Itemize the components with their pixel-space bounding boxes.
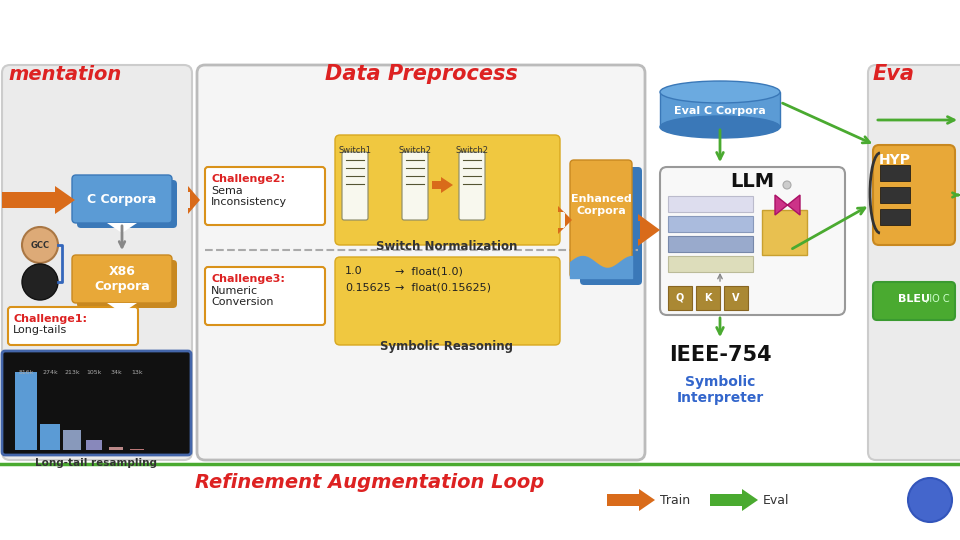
Text: GCC: GCC bbox=[31, 240, 50, 249]
Ellipse shape bbox=[660, 116, 780, 138]
Text: Challenge2:: Challenge2: bbox=[211, 174, 285, 184]
Text: Numeric: Numeric bbox=[211, 286, 258, 296]
Polygon shape bbox=[432, 177, 453, 193]
Bar bbox=[63, 430, 81, 450]
Text: 213k: 213k bbox=[64, 370, 80, 375]
Circle shape bbox=[783, 181, 791, 189]
Polygon shape bbox=[775, 195, 800, 215]
Text: Eva: Eva bbox=[873, 64, 915, 84]
Bar bbox=[668, 216, 753, 232]
Bar bbox=[40, 424, 60, 450]
FancyBboxPatch shape bbox=[580, 167, 642, 285]
Text: Switch1: Switch1 bbox=[339, 146, 372, 155]
FancyBboxPatch shape bbox=[873, 145, 955, 245]
FancyBboxPatch shape bbox=[8, 307, 138, 345]
Text: Switch2: Switch2 bbox=[455, 146, 489, 155]
Polygon shape bbox=[607, 489, 655, 511]
Text: X86
Corpora: X86 Corpora bbox=[94, 265, 150, 293]
Text: K: K bbox=[705, 293, 711, 303]
Text: Train: Train bbox=[660, 494, 690, 507]
Bar bbox=[86, 440, 102, 450]
FancyBboxPatch shape bbox=[342, 152, 368, 220]
Polygon shape bbox=[710, 489, 758, 511]
Text: Eval C Corpora: Eval C Corpora bbox=[674, 106, 766, 116]
Text: HYP: HYP bbox=[879, 153, 911, 167]
Bar bbox=[668, 286, 692, 310]
FancyBboxPatch shape bbox=[77, 180, 177, 228]
FancyBboxPatch shape bbox=[868, 65, 960, 460]
Bar bbox=[668, 236, 753, 252]
FancyBboxPatch shape bbox=[72, 255, 172, 303]
Polygon shape bbox=[638, 214, 660, 246]
Text: Challenge1:: Challenge1: bbox=[13, 314, 87, 324]
Text: 1.0: 1.0 bbox=[345, 266, 363, 276]
Text: 816k: 816k bbox=[18, 370, 34, 375]
Text: IEEE-754: IEEE-754 bbox=[669, 345, 771, 365]
Bar bbox=[762, 210, 807, 255]
FancyBboxPatch shape bbox=[660, 167, 845, 315]
Text: 34k: 34k bbox=[110, 370, 122, 375]
Text: Long-tail resampling: Long-tail resampling bbox=[35, 458, 157, 468]
Text: Switch2: Switch2 bbox=[398, 146, 431, 155]
Text: /IO C: /IO C bbox=[926, 294, 949, 304]
FancyBboxPatch shape bbox=[459, 152, 485, 220]
Text: Refinement Augmentation Loop: Refinement Augmentation Loop bbox=[195, 472, 544, 491]
Bar bbox=[109, 447, 123, 450]
Polygon shape bbox=[107, 303, 137, 313]
Bar bbox=[880, 187, 910, 203]
FancyBboxPatch shape bbox=[2, 351, 191, 455]
Ellipse shape bbox=[660, 81, 780, 103]
Circle shape bbox=[22, 227, 58, 263]
Text: Challenge3:: Challenge3: bbox=[211, 274, 285, 284]
FancyBboxPatch shape bbox=[335, 135, 560, 245]
Bar bbox=[668, 256, 753, 272]
FancyBboxPatch shape bbox=[335, 257, 560, 345]
Text: Data Preprocess: Data Preprocess bbox=[324, 64, 517, 84]
Text: 105k: 105k bbox=[86, 370, 102, 375]
FancyBboxPatch shape bbox=[197, 65, 645, 460]
Text: Symbolic Reasoning: Symbolic Reasoning bbox=[380, 340, 514, 353]
Circle shape bbox=[22, 264, 58, 300]
Bar bbox=[880, 165, 910, 181]
FancyBboxPatch shape bbox=[77, 260, 177, 308]
Text: Long-tails: Long-tails bbox=[13, 325, 67, 335]
FancyBboxPatch shape bbox=[2, 65, 192, 460]
Text: mentation: mentation bbox=[8, 65, 121, 84]
FancyBboxPatch shape bbox=[402, 152, 428, 220]
Polygon shape bbox=[558, 206, 572, 234]
Bar bbox=[668, 196, 753, 212]
Text: LLM: LLM bbox=[730, 172, 774, 191]
Text: Sema: Sema bbox=[211, 186, 243, 196]
Text: Enhanced
Corpora: Enhanced Corpora bbox=[570, 194, 632, 216]
Text: BLEU: BLEU bbox=[898, 294, 930, 304]
Text: 274k: 274k bbox=[42, 370, 58, 375]
Text: 13k: 13k bbox=[132, 370, 143, 375]
Text: →  float(1.0): → float(1.0) bbox=[395, 266, 463, 276]
Bar bbox=[880, 209, 910, 225]
Text: Switch Normalization: Switch Normalization bbox=[376, 240, 517, 253]
Text: V: V bbox=[732, 293, 740, 303]
FancyBboxPatch shape bbox=[205, 167, 325, 225]
FancyBboxPatch shape bbox=[205, 267, 325, 325]
Polygon shape bbox=[107, 223, 137, 233]
Polygon shape bbox=[2, 186, 75, 214]
Text: Eval: Eval bbox=[763, 494, 789, 507]
Text: C Corpora: C Corpora bbox=[87, 192, 156, 206]
Bar bbox=[15, 372, 37, 450]
FancyBboxPatch shape bbox=[873, 282, 955, 320]
Circle shape bbox=[908, 478, 952, 522]
Text: Q: Q bbox=[676, 293, 684, 303]
Bar bbox=[660, 92, 780, 127]
Text: Inconsistency: Inconsistency bbox=[211, 197, 287, 207]
Bar bbox=[724, 286, 748, 310]
FancyBboxPatch shape bbox=[72, 175, 172, 223]
Text: Symbolic
Interpreter: Symbolic Interpreter bbox=[677, 375, 763, 405]
Bar bbox=[696, 286, 720, 310]
FancyBboxPatch shape bbox=[570, 160, 632, 278]
Text: 0.15625: 0.15625 bbox=[345, 283, 391, 293]
Text: Conversion: Conversion bbox=[211, 297, 274, 307]
Polygon shape bbox=[188, 186, 200, 214]
Text: →  float(0.15625): → float(0.15625) bbox=[395, 283, 491, 293]
Bar bbox=[130, 449, 144, 450]
